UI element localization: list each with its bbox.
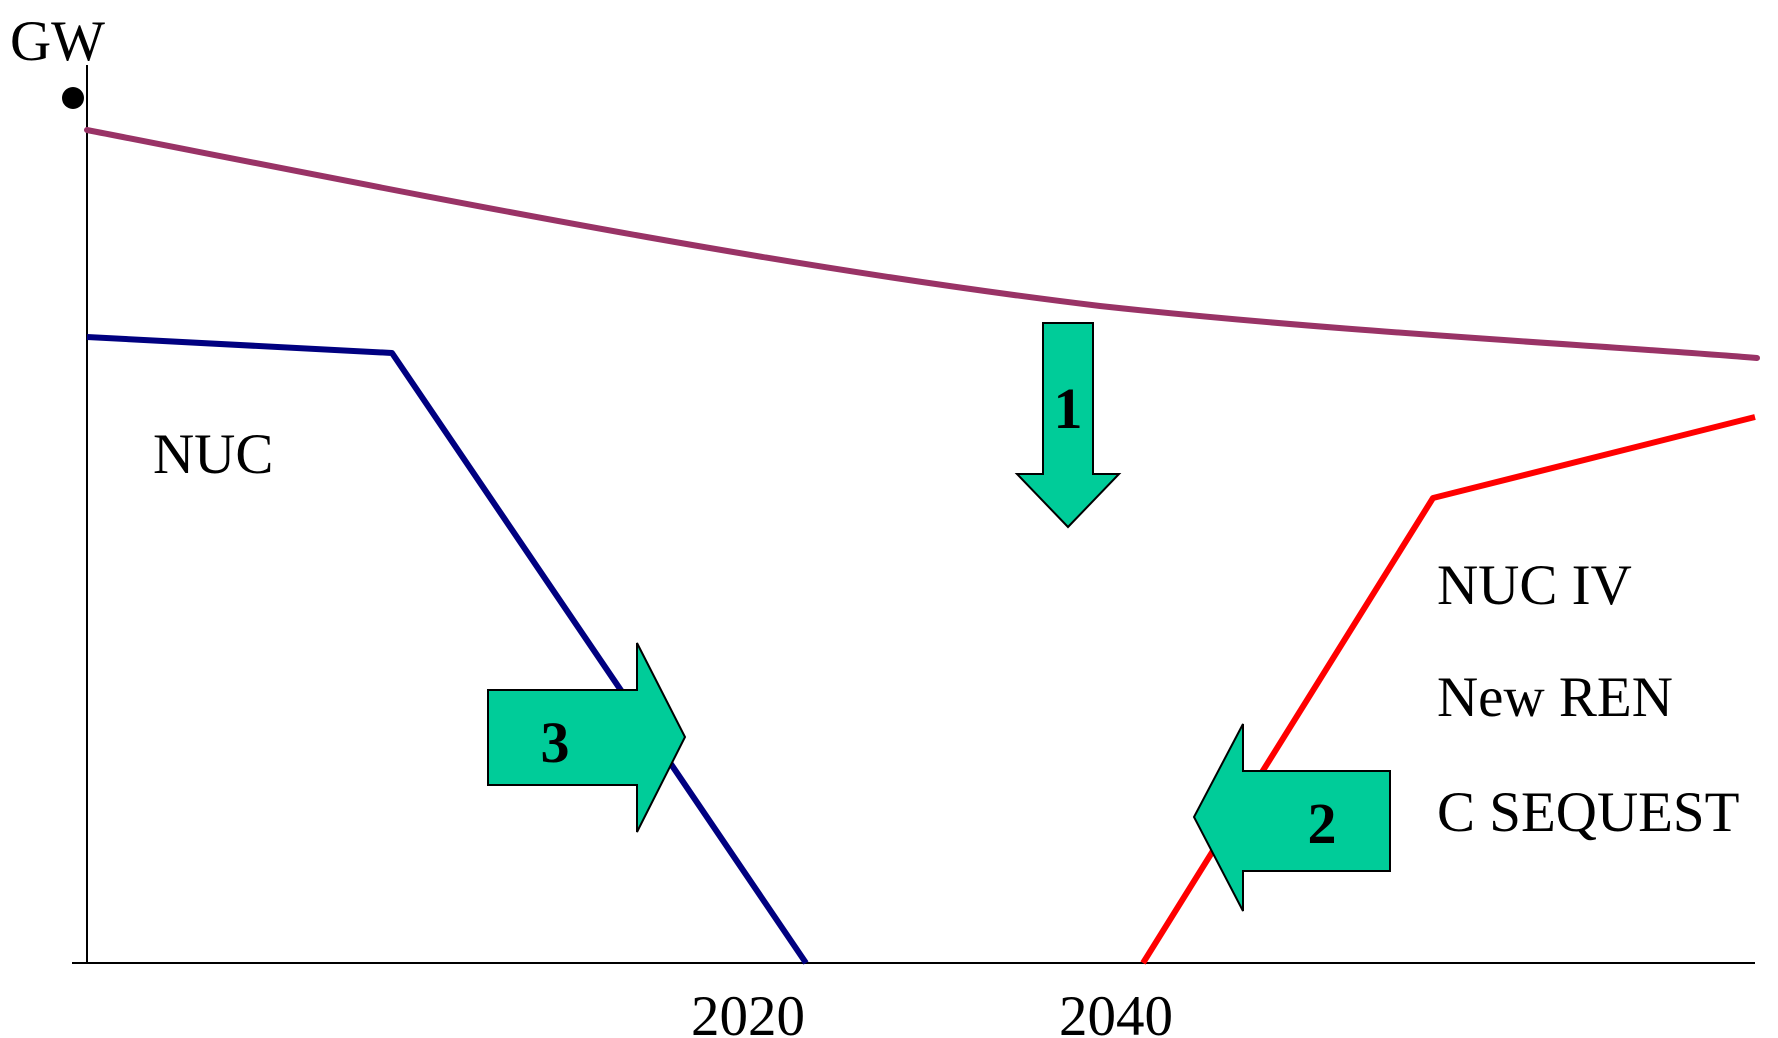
arrow-3-number: 3 <box>541 710 570 775</box>
arrow-2-left: 2 <box>1192 723 1391 912</box>
y-unit-label: GW <box>10 10 105 73</box>
existing-nuclear-label: NUC <box>153 423 273 486</box>
arrow-1-down: 1 <box>1014 322 1122 529</box>
x-tick-label-2020: 2020 <box>691 985 805 1038</box>
new-option-label-new-ren: New REN <box>1437 666 1673 729</box>
arrow-3-shape <box>487 642 687 833</box>
bullet-dot <box>62 87 84 109</box>
x-tick-label-2040: 2040 <box>1059 985 1173 1038</box>
arrow-2-number: 2 <box>1308 791 1337 856</box>
arrow-1-shape <box>1014 322 1122 529</box>
new-option-label-nuc-iv: NUC IV <box>1437 554 1632 617</box>
demand-curve <box>84 127 1760 361</box>
arrow-3-right: 3 <box>487 642 687 833</box>
arrow-1-number: 1 <box>1054 376 1083 441</box>
arrow-2-shape <box>1192 723 1391 912</box>
new-option-label-c-sequest: C SEQUEST <box>1437 781 1739 844</box>
